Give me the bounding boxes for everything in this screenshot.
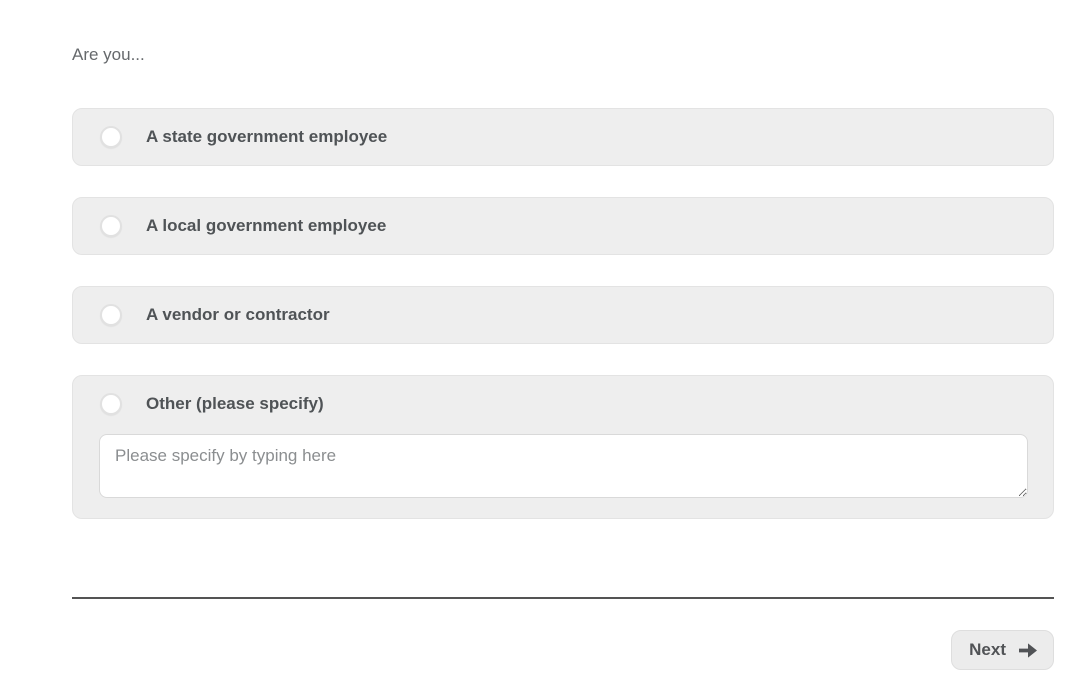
navigation-footer: Next <box>72 630 1054 670</box>
next-button[interactable]: Next <box>951 630 1054 670</box>
radio-button-icon[interactable] <box>100 126 122 148</box>
option-vendor-or-contractor[interactable]: A vendor or contractor <box>72 286 1054 344</box>
radio-button-icon[interactable] <box>100 215 122 237</box>
option-row[interactable]: A local government employee <box>73 198 1053 254</box>
survey-question-container: Are you... A state government employee A… <box>72 45 1054 670</box>
option-row[interactable]: A vendor or contractor <box>73 287 1053 343</box>
option-row[interactable]: Other (please specify) <box>73 376 1053 432</box>
question-title: Are you... <box>72 45 145 64</box>
option-local-government-employee[interactable]: A local government employee <box>72 197 1054 255</box>
options-list: A state government employee A local gove… <box>72 108 1054 519</box>
footer-divider <box>72 597 1054 599</box>
next-button-label: Next <box>969 640 1006 659</box>
option-label: A state government employee <box>146 127 388 146</box>
option-label: A vendor or contractor <box>146 305 330 324</box>
radio-button-icon[interactable] <box>100 393 122 415</box>
option-label: A local government employee <box>146 216 387 235</box>
other-specify-textarea[interactable] <box>99 434 1028 498</box>
radio-button-icon[interactable] <box>100 304 122 326</box>
option-other[interactable]: Other (please specify) <box>72 375 1054 519</box>
arrow-right-icon <box>1018 642 1038 659</box>
option-state-government-employee[interactable]: A state government employee <box>72 108 1054 166</box>
option-label: Other (please specify) <box>146 394 324 413</box>
option-row[interactable]: A state government employee <box>73 109 1053 165</box>
